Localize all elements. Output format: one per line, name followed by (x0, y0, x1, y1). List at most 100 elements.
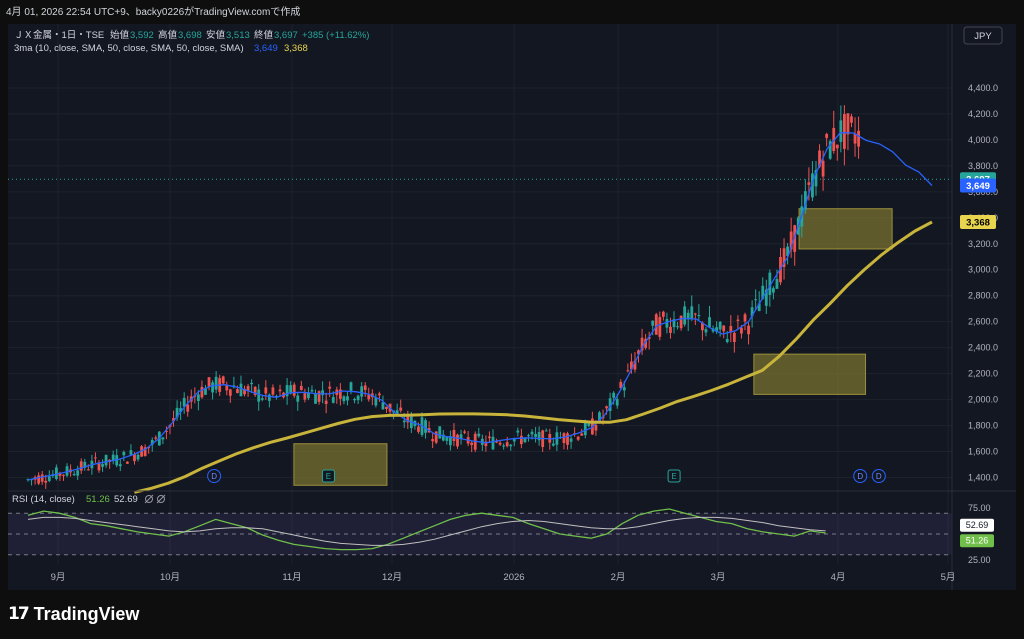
legend-symbol[interactable]: ＪＸ金属・1日・TSE (14, 29, 104, 41)
candle-body (814, 170, 818, 187)
candle (839, 105, 843, 153)
candle-body (583, 422, 587, 436)
candle (853, 117, 857, 157)
candle (573, 427, 577, 437)
candle-body (498, 442, 502, 445)
candle (317, 390, 321, 405)
candle (324, 392, 328, 414)
ma-slow-line (134, 220, 933, 494)
candle (328, 381, 332, 398)
candle-body (374, 397, 378, 406)
candle-body (772, 288, 775, 293)
candle (292, 382, 296, 399)
candle-body (530, 431, 534, 435)
candle (72, 471, 76, 476)
candle (186, 395, 190, 417)
candle-body (576, 436, 580, 440)
candle (761, 277, 765, 300)
candle (97, 460, 101, 473)
price-axis-tick: 4,400.0 (968, 83, 998, 93)
candle-body (349, 382, 353, 391)
candle-body (448, 436, 452, 446)
candle-body (310, 389, 314, 392)
candle-body (431, 439, 435, 442)
candle-body (303, 393, 307, 400)
candle-body (58, 472, 62, 476)
candle-body (424, 420, 427, 433)
candle-body (825, 133, 829, 139)
candle (697, 304, 701, 321)
eye-off-icon[interactable] (144, 494, 154, 504)
candle-body (289, 385, 293, 394)
candle-body (633, 360, 637, 370)
candle-body (715, 327, 719, 332)
candle (782, 238, 786, 280)
candle (722, 325, 726, 339)
candle (211, 380, 214, 400)
candle (842, 105, 846, 166)
price-axis-tick: 1,600.0 (968, 447, 998, 457)
candle (445, 436, 449, 445)
candle (544, 428, 548, 432)
candle-body (307, 392, 310, 399)
candle-body (459, 434, 463, 439)
candle-body (236, 389, 239, 394)
candle (125, 461, 129, 464)
candle-body (463, 431, 466, 433)
tradingview-logo-icon: 17 (8, 604, 30, 624)
candle (363, 382, 367, 397)
candle-body (143, 447, 147, 456)
candle (136, 453, 140, 462)
rsi-legend-label[interactable]: RSI (14, close) (12, 494, 75, 505)
legend-ma-label[interactable]: 3ma (10, close, SMA, 50, close, SMA, 50,… (14, 43, 244, 54)
candle (179, 401, 183, 420)
settings-icon[interactable] (156, 494, 166, 504)
chart-area[interactable]: D E E D D 1,400.0 1,600.0 1,800.0 2,000.0 2,200.… (8, 24, 1016, 590)
dividend-marker[interactable] (871, 469, 886, 483)
rsi-line (27, 508, 826, 551)
price-axis[interactable]: 1,400.0 1,600.0 1,800.0 2,000.0 2,200.0 2,400… (8, 24, 998, 590)
candle (196, 390, 200, 411)
candle-body (587, 422, 591, 427)
price-label-text: 3,649 (966, 181, 990, 192)
event-marker-label: D (211, 472, 217, 481)
candle (846, 113, 850, 151)
candle-body (111, 454, 115, 462)
candle-body (505, 442, 509, 447)
candle-body (857, 130, 860, 147)
earnings-marker[interactable] (667, 469, 681, 483)
candle (182, 392, 186, 414)
time-axis[interactable]: 9月 10月 11月 12月 2026 2月 3月 4月 5月 (51, 572, 956, 583)
event-marker-label: E (326, 472, 331, 481)
candle (356, 394, 360, 404)
candle (413, 420, 417, 430)
currency-button[interactable] (963, 26, 1003, 45)
candle-body (566, 433, 569, 445)
candle (626, 363, 630, 373)
dividend-marker[interactable] (207, 469, 222, 483)
candle-body (842, 114, 846, 149)
time-axis-tick: 4月 (831, 572, 846, 583)
candle-body (665, 319, 669, 328)
rsi-value-text: 51.26 (966, 536, 989, 546)
candle-body (619, 381, 623, 389)
candle (828, 139, 832, 160)
candle (534, 426, 537, 443)
candle-body (527, 435, 530, 437)
earnings-marker[interactable] (321, 469, 335, 483)
candle (378, 391, 381, 402)
candle (683, 301, 687, 327)
candle-body (243, 388, 246, 395)
chart-svg[interactable]: D E E D D 1,400.0 1,600.0 1,800.0 2,000.0 2,200.… (8, 24, 1016, 590)
time-axis-tick: 11月 (282, 572, 301, 583)
candle-body (626, 370, 630, 372)
candle (335, 386, 339, 404)
dividend-marker[interactable] (853, 469, 868, 483)
candle (250, 379, 254, 393)
candle-body (228, 389, 232, 396)
candle-body (736, 319, 740, 321)
legend-high-label: 高値 (158, 29, 178, 41)
candle (299, 380, 303, 391)
tradingview-logo[interactable]: 17 TradingView (8, 602, 139, 626)
